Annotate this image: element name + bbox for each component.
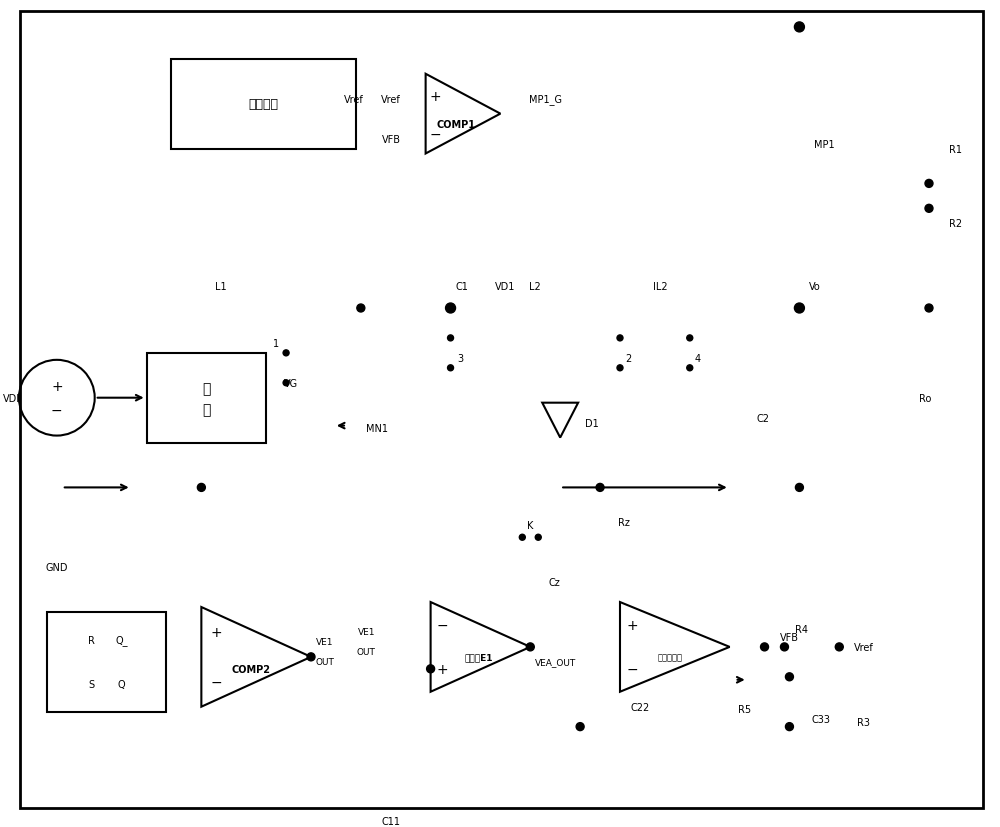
Text: Cz: Cz — [548, 577, 560, 587]
Bar — [147, 353, 266, 443]
Text: VE1: VE1 — [358, 628, 376, 637]
Circle shape — [526, 643, 534, 651]
Circle shape — [925, 205, 933, 213]
Text: 1: 1 — [273, 338, 279, 348]
Text: −: − — [210, 675, 222, 689]
Circle shape — [795, 484, 803, 492]
Circle shape — [535, 534, 541, 541]
Text: +: + — [626, 619, 638, 632]
Text: +: + — [437, 662, 448, 676]
Text: 2: 2 — [625, 353, 631, 363]
Circle shape — [448, 336, 454, 342]
Text: COMP2: COMP2 — [232, 664, 271, 674]
Circle shape — [925, 180, 933, 189]
Text: L1: L1 — [215, 282, 227, 292]
Text: R: R — [88, 635, 95, 645]
Circle shape — [780, 643, 788, 651]
Text: +: + — [430, 89, 441, 103]
Circle shape — [283, 380, 289, 386]
Text: −: − — [51, 404, 63, 417]
Circle shape — [617, 336, 623, 342]
Text: 驱: 驱 — [202, 381, 211, 395]
Text: 放大器E1: 放大器E1 — [464, 653, 493, 662]
Circle shape — [687, 366, 693, 371]
Text: −: − — [430, 127, 441, 141]
Text: 3: 3 — [457, 353, 464, 363]
Text: 4: 4 — [695, 353, 701, 363]
Text: −: − — [626, 662, 638, 676]
Text: R4: R4 — [795, 624, 808, 634]
Text: Q: Q — [118, 679, 125, 689]
Text: VFB: VFB — [382, 134, 401, 145]
Text: Vref: Vref — [381, 94, 401, 104]
Circle shape — [794, 304, 804, 313]
Text: VD1: VD1 — [495, 282, 516, 292]
Text: C33: C33 — [812, 714, 831, 724]
Circle shape — [795, 304, 803, 313]
Text: R1: R1 — [949, 145, 962, 155]
Circle shape — [427, 665, 435, 673]
Text: Vo: Vo — [809, 282, 821, 292]
Bar — [47, 612, 166, 712]
Text: 动: 动 — [202, 404, 211, 417]
Bar — [152, 40, 889, 308]
Circle shape — [197, 484, 205, 492]
Circle shape — [283, 351, 289, 356]
Text: GND: GND — [46, 562, 68, 572]
Text: C2: C2 — [757, 414, 770, 423]
Text: L2: L2 — [529, 282, 541, 292]
Text: MP1_G: MP1_G — [529, 94, 562, 105]
Text: 带隙基准: 带隙基准 — [248, 98, 278, 111]
Circle shape — [687, 336, 693, 342]
Text: Q_: Q_ — [115, 634, 128, 646]
Text: VDI: VDI — [3, 393, 20, 404]
Circle shape — [835, 643, 843, 651]
Circle shape — [519, 534, 525, 541]
Text: OUT: OUT — [316, 657, 335, 667]
Circle shape — [357, 304, 365, 313]
Text: OUT: OUT — [357, 648, 376, 657]
Text: R3: R3 — [857, 717, 870, 727]
Text: +: + — [210, 625, 222, 639]
Circle shape — [785, 673, 793, 681]
Text: VG: VG — [284, 378, 298, 389]
Circle shape — [446, 304, 456, 313]
Text: Vref: Vref — [344, 94, 364, 104]
Text: IL2: IL2 — [653, 282, 667, 292]
Bar — [351, 328, 730, 488]
Bar — [171, 60, 356, 150]
Circle shape — [448, 366, 454, 371]
Text: R2: R2 — [949, 219, 962, 229]
Circle shape — [596, 484, 604, 492]
Bar — [37, 528, 685, 796]
Circle shape — [785, 723, 793, 731]
Text: 误差放大器: 误差放大器 — [657, 653, 682, 662]
Text: +: + — [51, 380, 63, 394]
Text: C22: C22 — [630, 702, 650, 712]
Text: C11: C11 — [381, 816, 400, 826]
Text: S: S — [89, 679, 95, 689]
Text: VFB: VFB — [779, 632, 798, 642]
Text: C1: C1 — [456, 282, 468, 292]
Circle shape — [576, 723, 584, 731]
Text: R5: R5 — [738, 704, 751, 714]
Text: MN1: MN1 — [366, 423, 388, 433]
Text: Vref: Vref — [854, 642, 874, 653]
Circle shape — [925, 304, 933, 313]
Text: VEA_OUT: VEA_OUT — [535, 657, 577, 667]
Bar — [152, 40, 889, 308]
Circle shape — [761, 643, 769, 651]
Text: K: K — [527, 521, 533, 531]
Text: VE1: VE1 — [316, 638, 333, 647]
Text: COMP1: COMP1 — [436, 119, 475, 130]
Text: MP1: MP1 — [814, 140, 835, 150]
Text: −: − — [437, 619, 448, 632]
Circle shape — [794, 23, 804, 33]
Text: Ro: Ro — [919, 393, 931, 404]
Circle shape — [307, 653, 315, 661]
Text: Rz: Rz — [618, 518, 630, 528]
Text: D1: D1 — [585, 418, 599, 428]
Circle shape — [617, 366, 623, 371]
